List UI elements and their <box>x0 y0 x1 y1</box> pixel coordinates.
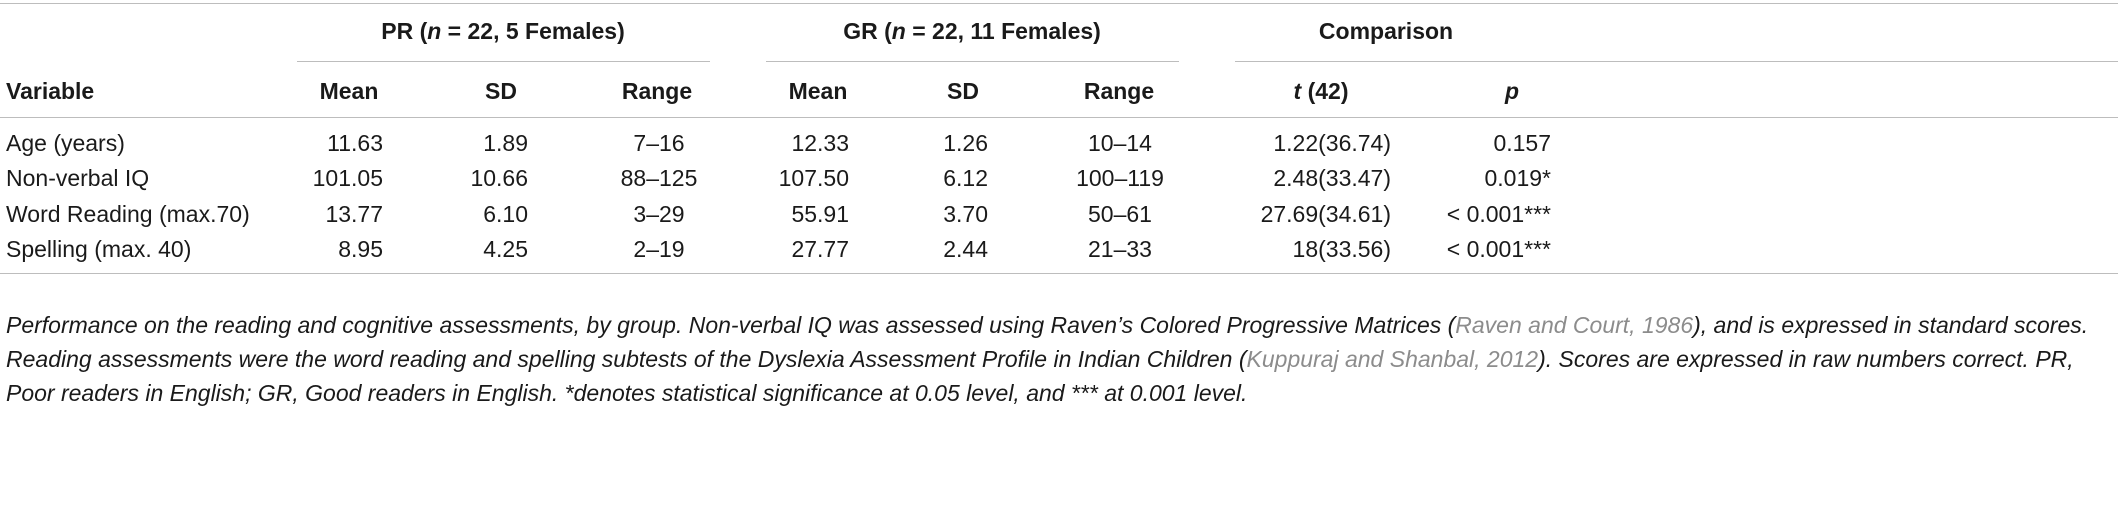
col-header-pr-range: Range <box>621 78 693 104</box>
group-header-pr-name: PR ( <box>381 18 428 44</box>
cell-variable: Word Reading (max.70) <box>6 201 250 227</box>
col-header-t-symbol: t <box>1293 78 1302 104</box>
cell-t: 27.69(34.61) <box>1260 201 1391 227</box>
gr-group-underline <box>766 61 1179 62</box>
cell-pr-range: 2–19 <box>633 236 685 262</box>
cell-gr-sd: 1.26 <box>943 130 988 156</box>
group-header-comparison: Comparison <box>1318 18 1454 44</box>
cell-gr-mean: 12.33 <box>791 130 849 156</box>
table-row: Non-verbal IQ 101.05 10.66 88–125 107.50… <box>0 163 2118 197</box>
cell-pr-range: 3–29 <box>633 201 685 227</box>
cell-gr-mean: 55.91 <box>791 201 849 227</box>
cell-t: 1.22(36.74) <box>1273 130 1391 156</box>
col-header-t-df: (42) <box>1301 78 1349 104</box>
table-top-rule <box>0 3 2118 4</box>
group-header-pr-n: n <box>427 18 442 44</box>
cell-p: < 0.001*** <box>1446 236 1551 262</box>
group-header-gr-n: n <box>891 18 906 44</box>
cell-p: < 0.001*** <box>1446 201 1551 227</box>
col-header-gr-mean: Mean <box>788 78 848 104</box>
header-bottom-rule <box>0 117 2118 118</box>
group-header-gr-rest: = 22, 11 Females) <box>905 18 1101 44</box>
group-header-gr: GR (n = 22, 11 Females) <box>843 16 1101 46</box>
col-header-p: p <box>1504 78 1520 104</box>
table-row: Spelling (max. 40) 8.95 4.25 2–19 27.77 … <box>0 234 2118 268</box>
table-row: Word Reading (max.70) 13.77 6.10 3–29 55… <box>0 199 2118 233</box>
caption-text-2: ), and is expressed in standard scores. … <box>6 312 2089 372</box>
cell-gr-sd: 2.44 <box>943 236 988 262</box>
pr-group-underline <box>297 61 710 62</box>
table-bottom-rule <box>0 273 2118 274</box>
group-header-pr: PR (n = 22, 5 Females) <box>381 16 625 46</box>
comparison-group-underline <box>1235 61 2118 62</box>
cell-p: 0.157 <box>1493 130 1551 156</box>
cell-pr-mean: 11.63 <box>327 130 383 156</box>
cell-pr-mean: 8.95 <box>338 236 383 262</box>
col-header-gr-range: Range <box>1083 78 1155 104</box>
cell-gr-range: 21–33 <box>1088 236 1152 262</box>
cell-gr-sd: 3.70 <box>943 201 988 227</box>
cell-pr-sd: 1.89 <box>483 130 528 156</box>
group-header-pr-rest: = 22, 5 Females) <box>441 18 625 44</box>
cell-variable: Non-verbal IQ <box>6 165 150 191</box>
col-header-gr-sd: SD <box>947 78 979 104</box>
table-row: Age (years) 11.63 1.89 7–16 12.33 1.26 1… <box>0 128 2118 162</box>
col-header-pr-mean: Mean <box>319 78 379 104</box>
cell-gr-range: 50–61 <box>1088 201 1152 227</box>
cell-pr-range: 88–125 <box>620 165 698 191</box>
cell-t: 18(33.56) <box>1292 236 1391 262</box>
cell-t: 2.48(33.47) <box>1273 165 1391 191</box>
col-header-t: t (42) <box>1294 76 1349 106</box>
cell-gr-mean: 107.50 <box>778 165 849 191</box>
cell-gr-sd: 6.12 <box>943 165 988 191</box>
cell-pr-sd: 4.25 <box>483 236 528 262</box>
cell-pr-mean: 13.77 <box>325 201 383 227</box>
col-header-variable: Variable <box>6 78 95 104</box>
cell-variable: Age (years) <box>6 130 125 156</box>
cell-gr-range: 10–14 <box>1088 130 1152 156</box>
group-header-gr-name: GR ( <box>843 18 892 44</box>
table-caption: Performance on the reading and cognitive… <box>6 308 2106 410</box>
cell-gr-mean: 27.77 <box>791 236 849 262</box>
cell-variable: Spelling (max. 40) <box>6 236 192 262</box>
cell-p: 0.019* <box>1484 165 1551 191</box>
caption-text-3: ). Scores are expressed in raw numbers c… <box>6 346 2074 406</box>
col-header-pr-sd: SD <box>485 78 517 104</box>
cell-pr-sd: 6.10 <box>483 201 528 227</box>
citation-link-raven[interactable]: Raven and Court, 1986 <box>1455 312 1694 338</box>
cell-gr-range: 100–119 <box>1076 165 1164 191</box>
cell-pr-range: 7–16 <box>633 130 685 156</box>
caption-text-1: Performance on the reading and cognitive… <box>6 312 1456 338</box>
cell-pr-sd: 10.66 <box>470 165 528 191</box>
cell-pr-mean: 101.05 <box>312 165 383 191</box>
citation-link-kuppuraj[interactable]: Kuppuraj and Shanbal, 2012 <box>1246 346 1539 372</box>
